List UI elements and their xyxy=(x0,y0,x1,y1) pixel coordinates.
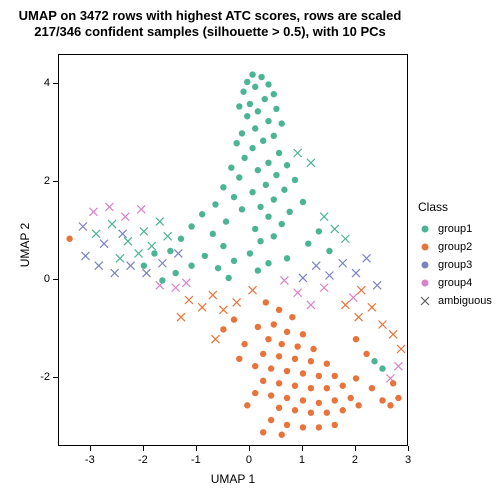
dot-icon xyxy=(418,240,432,254)
legend-items: group1 group2 group3 group4 ambiguous xyxy=(418,220,492,310)
x-tick-label: 2 xyxy=(352,454,358,466)
x-tick-label: -2 xyxy=(138,454,148,466)
chart-title: UMAP on 3472 rows with highest ATC score… xyxy=(0,8,420,41)
legend: Class group1 group2 group3 group4 ambiguous xyxy=(418,200,492,310)
legend-label: group1 xyxy=(438,223,472,235)
y-tick-label: 4 xyxy=(34,77,50,89)
x-tick-label: -1 xyxy=(191,454,201,466)
x-tick xyxy=(90,446,91,451)
y-tick xyxy=(53,377,58,378)
x-tick-label: 0 xyxy=(246,454,252,466)
y-axis-label: UMAP 2 xyxy=(18,215,32,275)
cross-icon xyxy=(418,294,432,308)
legend-label: group3 xyxy=(438,259,472,271)
x-axis-label: UMAP 1 xyxy=(58,472,408,486)
legend-item: group2 xyxy=(418,238,492,256)
y-tick-label: 2 xyxy=(34,175,50,187)
legend-item: group3 xyxy=(418,256,492,274)
plot-area xyxy=(58,54,408,446)
y-tick-label: 0 xyxy=(34,273,50,285)
legend-item: group4 xyxy=(418,274,492,292)
y-tick xyxy=(53,83,58,84)
scatter-points xyxy=(59,55,409,447)
x-tick xyxy=(249,446,250,451)
dot-icon xyxy=(418,258,432,272)
x-tick xyxy=(143,446,144,451)
legend-label: group4 xyxy=(438,277,472,289)
legend-label: group2 xyxy=(438,241,472,253)
title-line-1: UMAP on 3472 rows with highest ATC score… xyxy=(19,8,402,23)
legend-title: Class xyxy=(418,200,492,214)
title-line-2: 217/346 confident samples (silhouette > … xyxy=(34,24,385,39)
umap-figure: UMAP on 3472 rows with highest ATC score… xyxy=(0,0,504,504)
x-tick-label: -3 xyxy=(85,454,95,466)
dot-icon xyxy=(418,222,432,236)
legend-item: group1 xyxy=(418,220,492,238)
x-tick xyxy=(408,446,409,451)
legend-item: ambiguous xyxy=(418,292,492,310)
x-tick-label: 1 xyxy=(299,454,305,466)
legend-label: ambiguous xyxy=(438,295,492,307)
x-tick xyxy=(302,446,303,451)
dot-icon xyxy=(418,276,432,290)
y-tick xyxy=(53,279,58,280)
y-tick-label: -2 xyxy=(34,371,50,383)
x-tick-label: 3 xyxy=(405,454,411,466)
x-tick xyxy=(196,446,197,451)
y-tick xyxy=(53,181,58,182)
x-tick xyxy=(355,446,356,451)
